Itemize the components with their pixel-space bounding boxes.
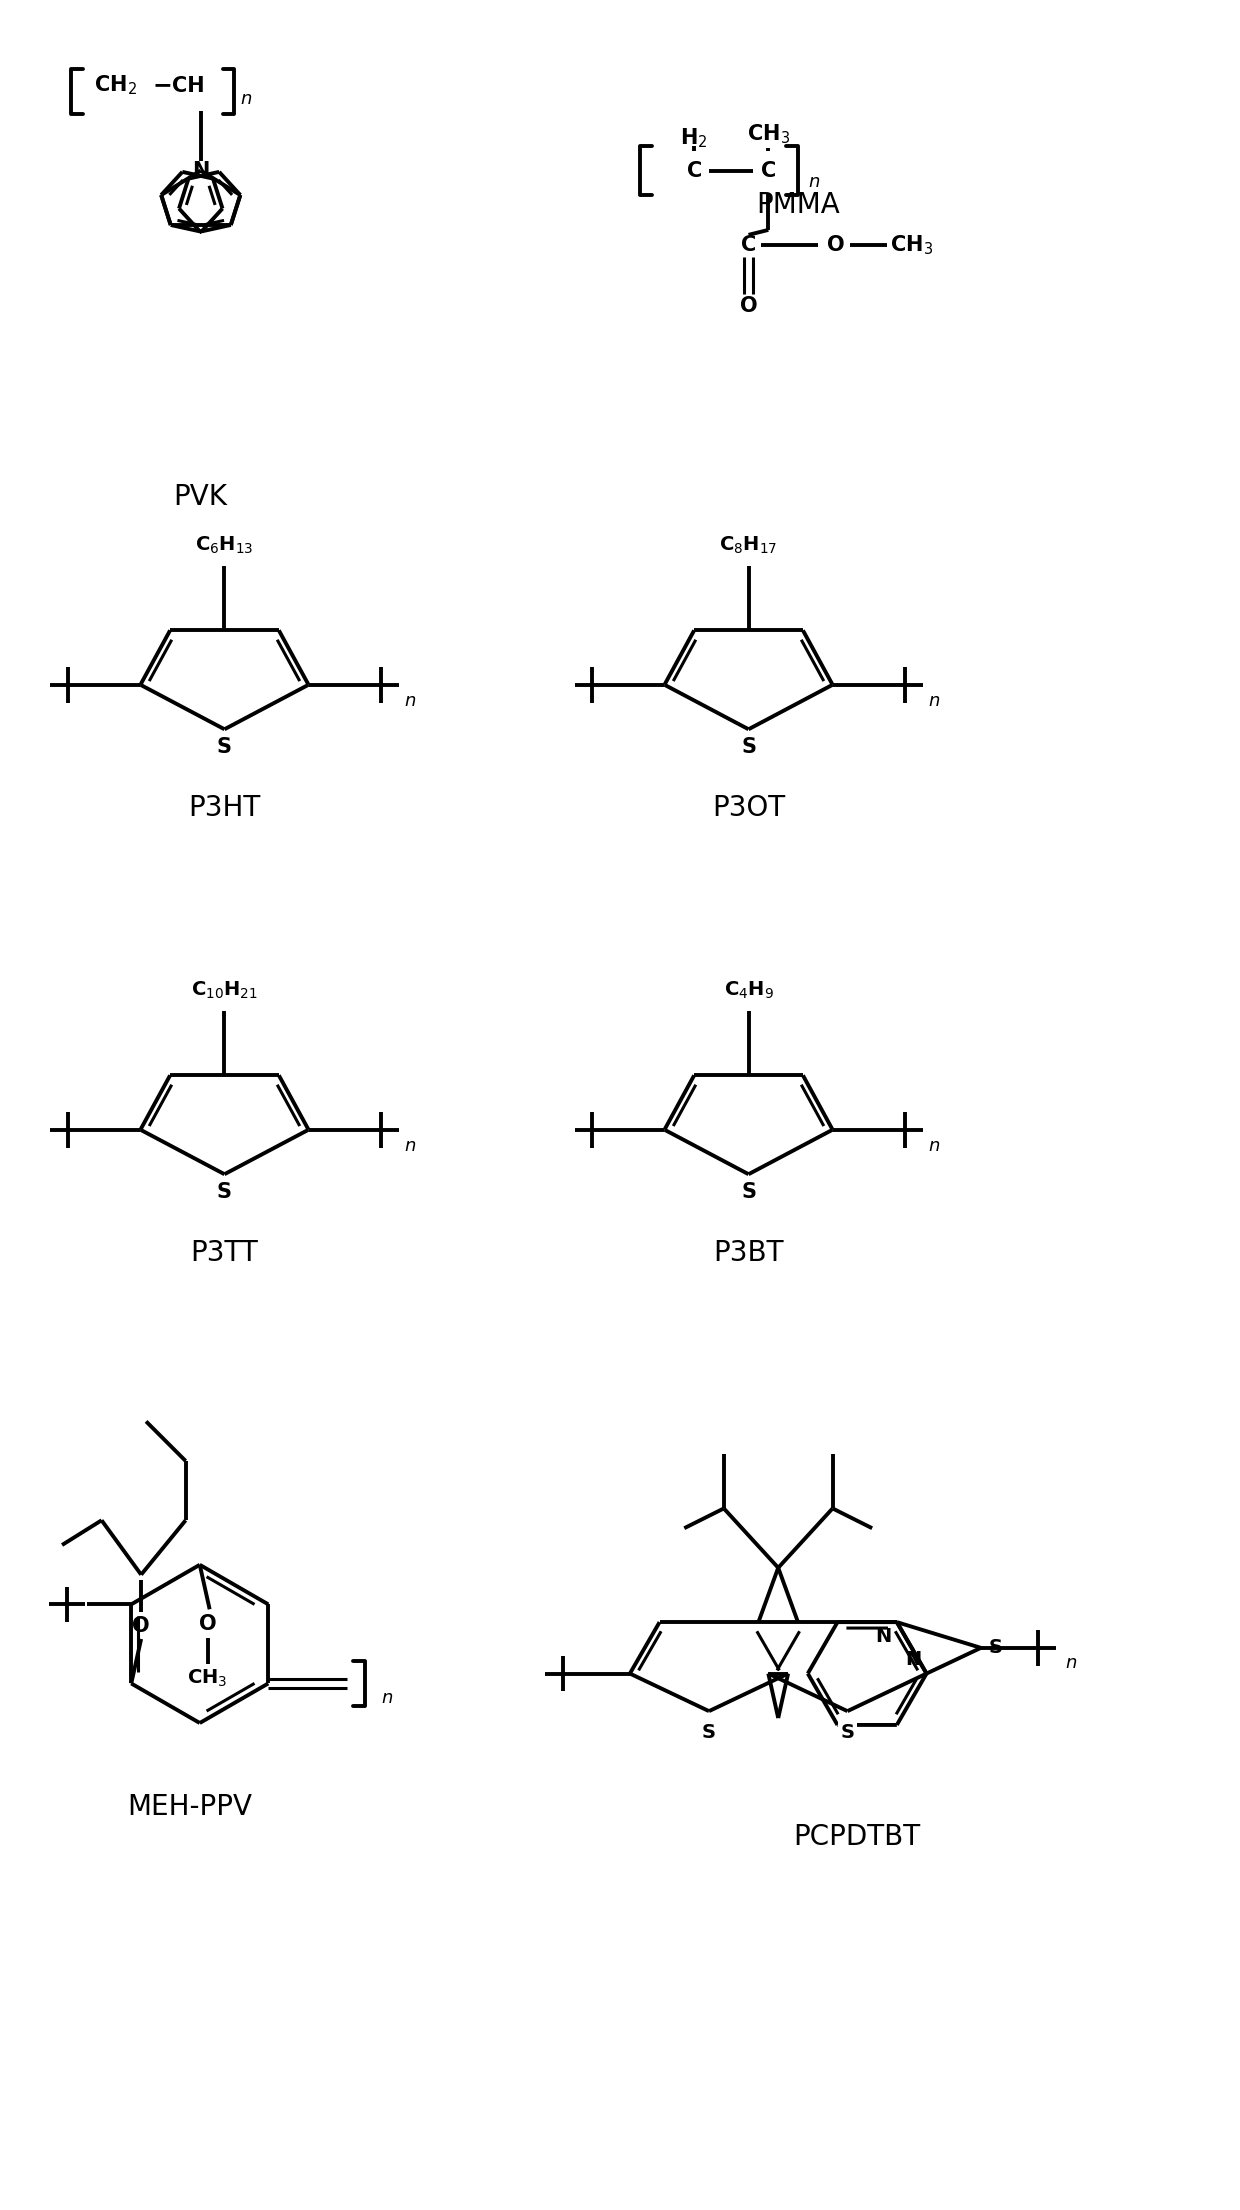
Text: N: N [905, 1649, 921, 1669]
Text: O: O [133, 1616, 150, 1635]
Text: C: C [687, 161, 702, 181]
Text: n: n [404, 1136, 415, 1154]
Text: PMMA: PMMA [756, 192, 839, 219]
Text: n: n [1065, 1653, 1076, 1671]
Text: CH$_3$: CH$_3$ [746, 122, 790, 146]
Text: P3TT: P3TT [191, 1240, 258, 1266]
Text: P3HT: P3HT [188, 793, 260, 822]
Text: O: O [827, 234, 844, 254]
Text: C: C [760, 161, 776, 181]
Text: −: − [153, 73, 172, 97]
Text: S: S [217, 738, 232, 758]
Text: S: S [217, 1182, 232, 1202]
Text: O: O [740, 296, 758, 316]
Text: N: N [875, 1627, 892, 1646]
Text: n: n [381, 1688, 393, 1708]
Text: PVK: PVK [174, 484, 228, 511]
Text: S: S [742, 738, 756, 758]
Text: S: S [841, 1724, 854, 1741]
Text: PCPDTBT: PCPDTBT [794, 1823, 921, 1850]
Text: MEH-PPV: MEH-PPV [128, 1792, 253, 1821]
Text: C$_{10}$H$_{21}$: C$_{10}$H$_{21}$ [191, 979, 258, 1001]
Text: C$_8$H$_{17}$: C$_8$H$_{17}$ [719, 535, 777, 557]
Text: n: n [808, 172, 820, 192]
Text: S: S [742, 1182, 756, 1202]
Text: CH$_2$: CH$_2$ [94, 73, 138, 97]
Text: S: S [702, 1724, 715, 1741]
Text: CH$_3$: CH$_3$ [890, 232, 934, 256]
Text: n: n [404, 692, 415, 709]
Text: n: n [241, 91, 252, 108]
Text: C: C [742, 234, 756, 254]
Text: CH: CH [171, 75, 205, 95]
Text: n: n [929, 692, 940, 709]
Text: H$_2$: H$_2$ [681, 126, 708, 150]
Text: P3OT: P3OT [712, 793, 785, 822]
Text: CH$_3$: CH$_3$ [187, 1669, 228, 1688]
Text: O: O [198, 1613, 217, 1633]
Text: N: N [192, 161, 210, 181]
Text: S: S [988, 1638, 1003, 1658]
Text: n: n [929, 1136, 940, 1154]
Text: P3BT: P3BT [713, 1240, 784, 1266]
Text: C$_4$H$_9$: C$_4$H$_9$ [724, 979, 774, 1001]
Text: C$_6$H$_{13}$: C$_6$H$_{13}$ [195, 535, 254, 557]
